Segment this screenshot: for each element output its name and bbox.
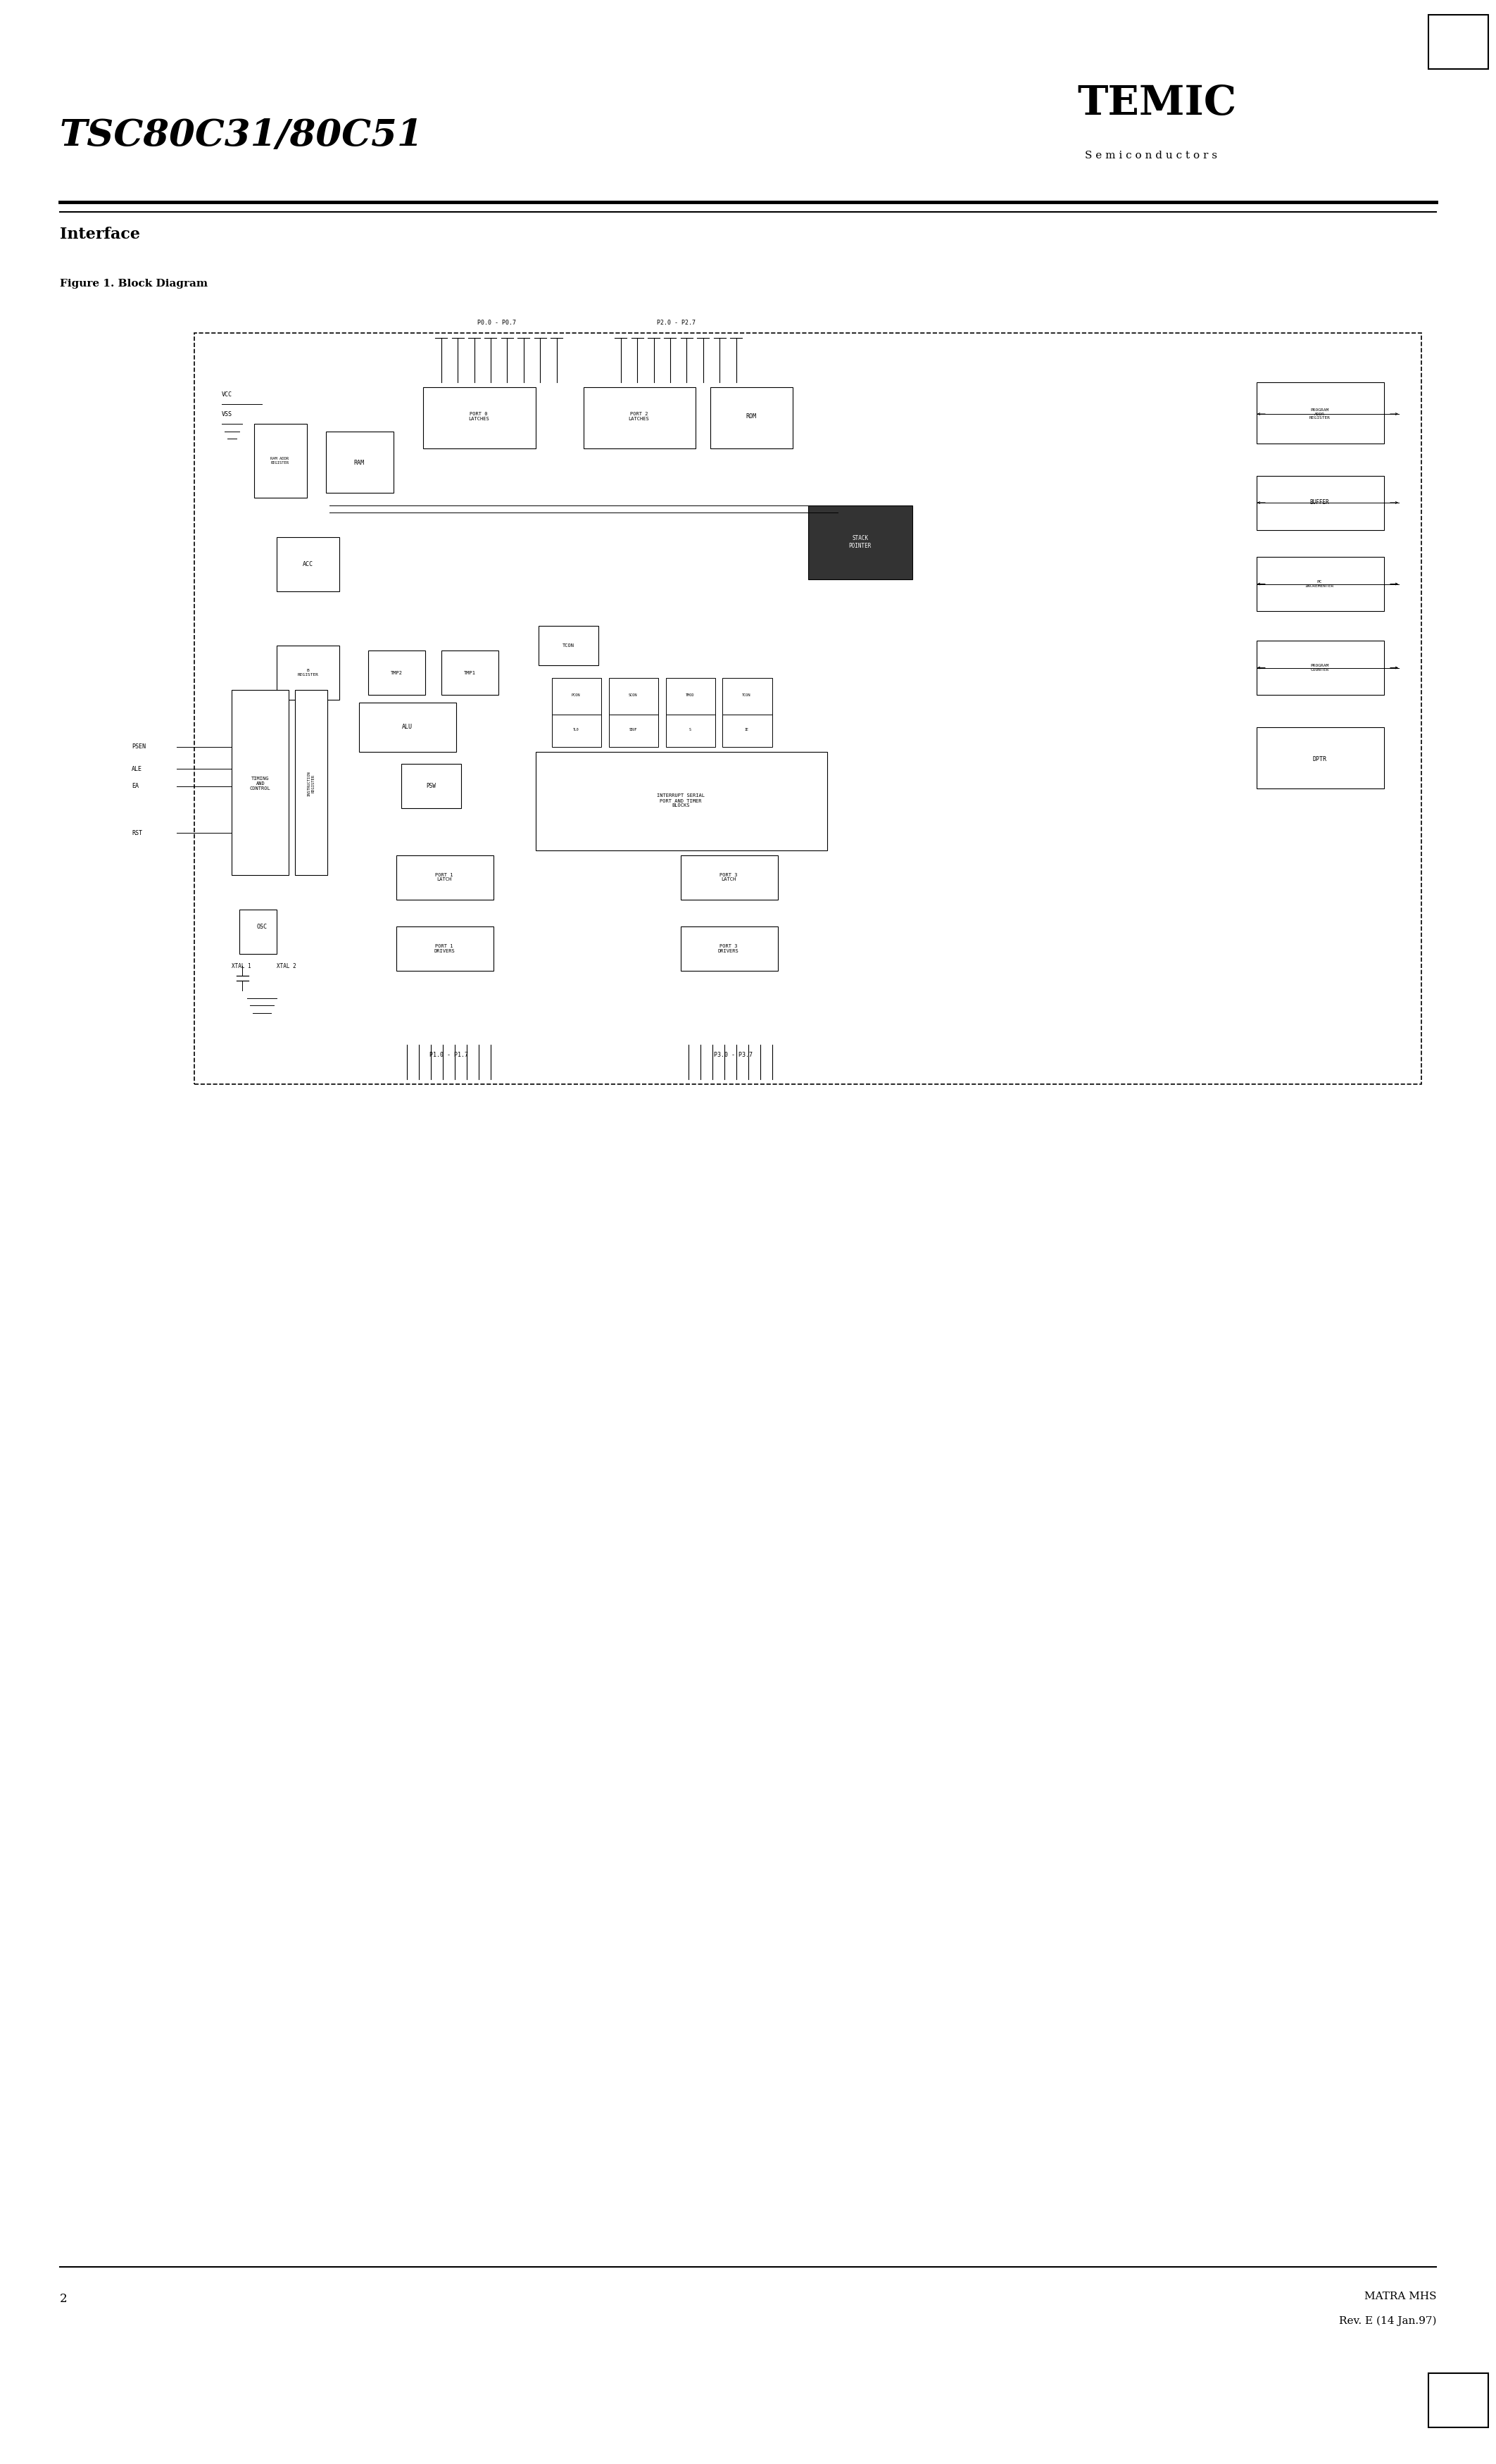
FancyBboxPatch shape bbox=[552, 678, 601, 715]
Text: RAM: RAM bbox=[353, 461, 365, 466]
Text: P2.0 - P2.7: P2.0 - P2.7 bbox=[657, 320, 696, 325]
FancyBboxPatch shape bbox=[232, 690, 289, 875]
Text: ROM: ROM bbox=[745, 414, 757, 419]
Text: XTAL 2: XTAL 2 bbox=[277, 963, 296, 968]
Text: 2: 2 bbox=[60, 2294, 67, 2304]
Text: PSEN: PSEN bbox=[132, 744, 145, 749]
FancyBboxPatch shape bbox=[552, 715, 601, 747]
FancyBboxPatch shape bbox=[711, 387, 793, 448]
Text: PROGRAM
COUNTER: PROGRAM COUNTER bbox=[1310, 665, 1328, 670]
Text: Rev. E (14 Jan.97): Rev. E (14 Jan.97) bbox=[1339, 2316, 1436, 2326]
Text: TMP1: TMP1 bbox=[464, 670, 476, 675]
FancyBboxPatch shape bbox=[666, 715, 715, 747]
Text: SBUF: SBUF bbox=[628, 727, 637, 732]
Text: TEMIC: TEMIC bbox=[1077, 84, 1236, 123]
FancyBboxPatch shape bbox=[1257, 557, 1384, 611]
FancyBboxPatch shape bbox=[254, 424, 307, 498]
FancyBboxPatch shape bbox=[423, 387, 536, 448]
Text: TMP2: TMP2 bbox=[390, 670, 402, 675]
FancyBboxPatch shape bbox=[194, 333, 1421, 1084]
Text: TCON: TCON bbox=[562, 643, 574, 648]
FancyBboxPatch shape bbox=[583, 387, 696, 448]
Text: TIMING
AND
CONTROL: TIMING AND CONTROL bbox=[250, 776, 271, 791]
FancyBboxPatch shape bbox=[359, 702, 456, 752]
Text: Figure 1. Block Diagram: Figure 1. Block Diagram bbox=[60, 278, 208, 288]
FancyBboxPatch shape bbox=[723, 678, 772, 715]
FancyBboxPatch shape bbox=[239, 909, 277, 954]
Text: ACC: ACC bbox=[302, 562, 314, 567]
Text: MATRA MHS: MATRA MHS bbox=[1364, 2292, 1436, 2301]
FancyBboxPatch shape bbox=[1257, 641, 1384, 695]
Text: ALU: ALU bbox=[401, 724, 413, 729]
FancyBboxPatch shape bbox=[1257, 382, 1384, 444]
Text: P0.0 - P0.7: P0.0 - P0.7 bbox=[477, 320, 516, 325]
FancyBboxPatch shape bbox=[1257, 727, 1384, 788]
Text: S e m i c o n d u c t o r s: S e m i c o n d u c t o r s bbox=[1085, 150, 1216, 160]
Text: S: S bbox=[688, 727, 691, 732]
Text: Interface: Interface bbox=[60, 227, 141, 241]
Text: PORT 0
LATCHES: PORT 0 LATCHES bbox=[468, 411, 489, 421]
Text: RAM ADDR
REGISTER: RAM ADDR REGISTER bbox=[271, 458, 289, 463]
Text: PORT 1
DRIVERS: PORT 1 DRIVERS bbox=[434, 944, 455, 954]
Text: BUFFER: BUFFER bbox=[1309, 500, 1330, 505]
Text: ALE: ALE bbox=[132, 766, 142, 771]
FancyBboxPatch shape bbox=[609, 715, 658, 747]
FancyBboxPatch shape bbox=[723, 715, 772, 747]
Text: RST: RST bbox=[132, 830, 142, 835]
FancyBboxPatch shape bbox=[396, 926, 494, 971]
FancyBboxPatch shape bbox=[1429, 15, 1489, 69]
Text: PSW: PSW bbox=[426, 784, 435, 788]
Text: PORT 1
LATCH: PORT 1 LATCH bbox=[435, 872, 453, 882]
Text: B
REGISTER: B REGISTER bbox=[298, 670, 319, 675]
Text: TL0: TL0 bbox=[573, 727, 579, 732]
Text: PC
INCREMENTER: PC INCREMENTER bbox=[1305, 582, 1334, 586]
Text: INSTRUCTION
REGISTER: INSTRUCTION REGISTER bbox=[308, 771, 314, 796]
Text: VCC: VCC bbox=[221, 392, 232, 397]
Text: OSC: OSC bbox=[256, 924, 268, 929]
FancyBboxPatch shape bbox=[808, 505, 913, 579]
Text: PORT 3
DRIVERS: PORT 3 DRIVERS bbox=[718, 944, 739, 954]
FancyBboxPatch shape bbox=[536, 752, 827, 850]
FancyBboxPatch shape bbox=[681, 855, 778, 899]
Text: IE: IE bbox=[745, 727, 748, 732]
Text: TCON: TCON bbox=[742, 692, 751, 697]
Text: P1.0 - P1.7: P1.0 - P1.7 bbox=[429, 1052, 468, 1057]
Text: PORT 2
LATCHES: PORT 2 LATCHES bbox=[628, 411, 649, 421]
FancyBboxPatch shape bbox=[277, 646, 340, 700]
FancyBboxPatch shape bbox=[666, 678, 715, 715]
FancyBboxPatch shape bbox=[326, 431, 393, 493]
FancyBboxPatch shape bbox=[441, 650, 498, 695]
FancyBboxPatch shape bbox=[396, 855, 494, 899]
Text: TMOD: TMOD bbox=[685, 692, 694, 697]
Text: EA: EA bbox=[132, 784, 139, 788]
Text: PORT 3
LATCH: PORT 3 LATCH bbox=[720, 872, 738, 882]
Text: TSC80C31/80C51: TSC80C31/80C51 bbox=[60, 118, 423, 153]
FancyBboxPatch shape bbox=[295, 690, 328, 875]
Text: DPTR: DPTR bbox=[1312, 756, 1327, 761]
FancyBboxPatch shape bbox=[1429, 2373, 1489, 2427]
FancyBboxPatch shape bbox=[681, 926, 778, 971]
Text: INTERRUPT SERIAL
PORT AND TIMER
BLOCKS: INTERRUPT SERIAL PORT AND TIMER BLOCKS bbox=[657, 793, 705, 808]
Text: P3.0 - P3.7: P3.0 - P3.7 bbox=[714, 1052, 752, 1057]
Text: PCON: PCON bbox=[571, 692, 580, 697]
Text: STACK
POINTER: STACK POINTER bbox=[848, 535, 872, 549]
FancyBboxPatch shape bbox=[1257, 476, 1384, 530]
FancyBboxPatch shape bbox=[277, 537, 340, 591]
FancyBboxPatch shape bbox=[368, 650, 425, 695]
Text: XTAL 1: XTAL 1 bbox=[232, 963, 251, 968]
FancyBboxPatch shape bbox=[609, 678, 658, 715]
Text: SCON: SCON bbox=[628, 692, 637, 697]
FancyBboxPatch shape bbox=[539, 626, 598, 665]
FancyBboxPatch shape bbox=[401, 764, 461, 808]
Text: VSS: VSS bbox=[221, 411, 232, 416]
Text: PROGRAM
ADDR
REGISTER: PROGRAM ADDR REGISTER bbox=[1309, 409, 1330, 419]
